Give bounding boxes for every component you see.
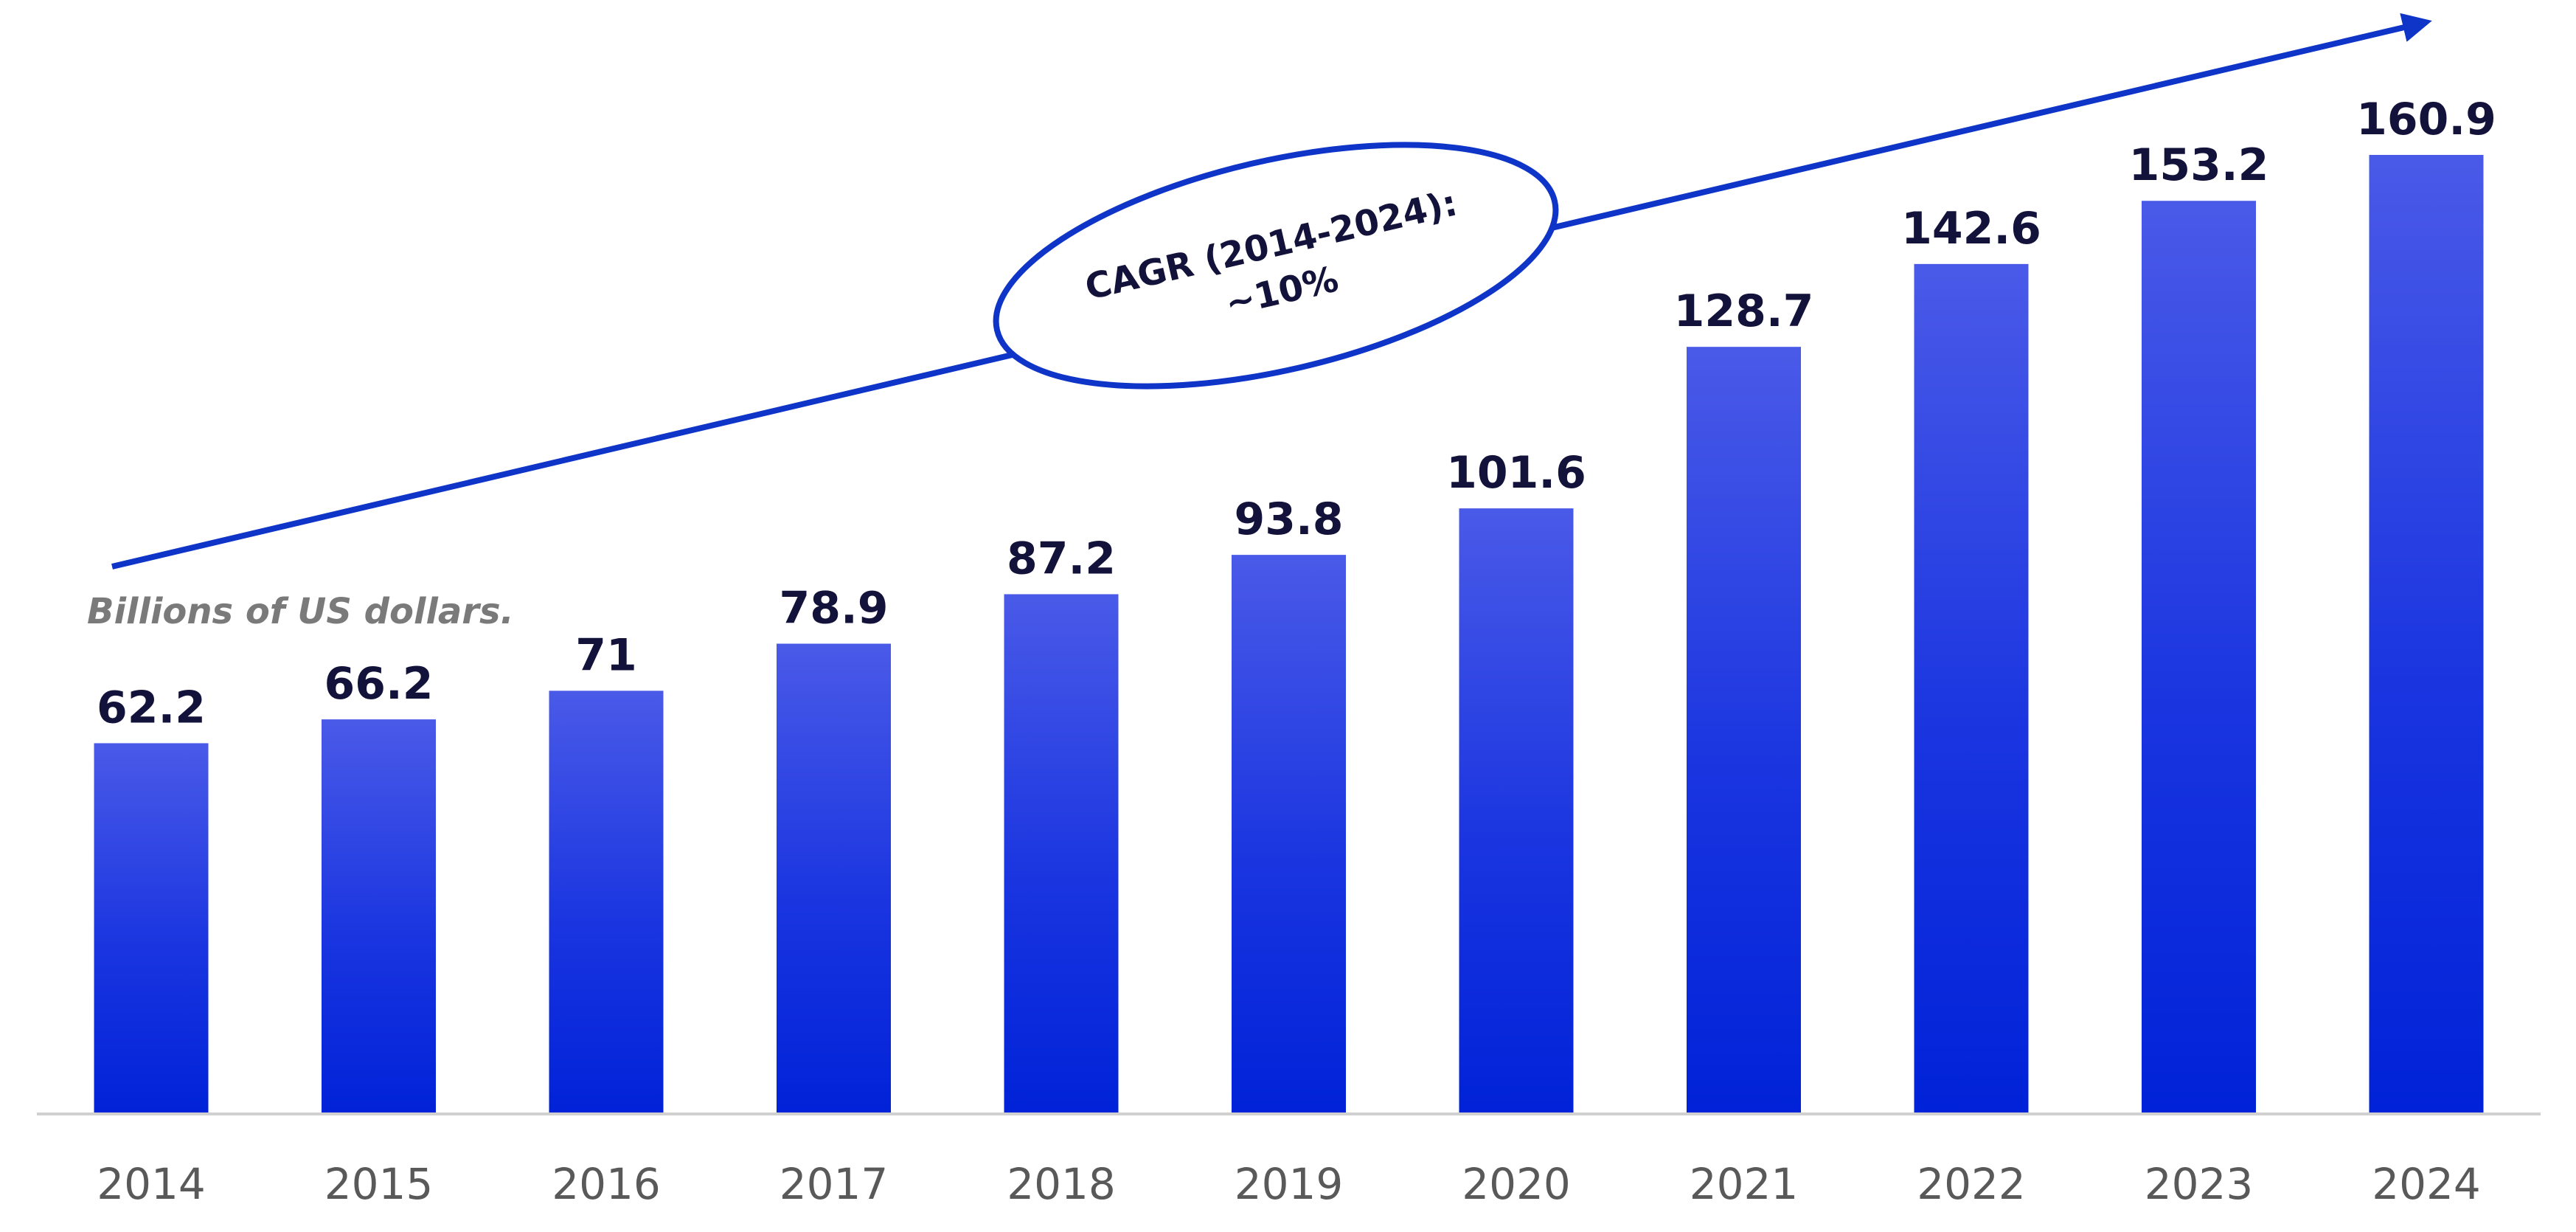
- bar-2014: [94, 743, 209, 1114]
- x-tick-2016: 2016: [552, 1159, 661, 1209]
- value-label-2016: 71: [575, 629, 637, 681]
- bars-group: [94, 155, 2484, 1115]
- bar-2018: [1004, 594, 1119, 1114]
- value-label-2017: 78.9: [779, 583, 888, 634]
- x-tick-2023: 2023: [2145, 1159, 2254, 1209]
- value-label-2019: 93.8: [1234, 494, 1343, 545]
- bar-2024: [2369, 155, 2484, 1114]
- x-tick-2024: 2024: [2372, 1159, 2481, 1209]
- bar-2016: [549, 691, 664, 1114]
- value-label-2015: 66.2: [324, 658, 433, 710]
- bar-2020: [1459, 508, 1574, 1114]
- x-tick-2014: 2014: [97, 1159, 206, 1209]
- value-label-2014: 62.2: [97, 682, 206, 733]
- value-label-2018: 87.2: [1007, 533, 1116, 584]
- bar-2015: [322, 719, 436, 1114]
- cagr-ellipse: [993, 142, 1559, 390]
- value-label-2020: 101.6: [1446, 447, 1586, 499]
- x-tick-2018: 2018: [1007, 1159, 1116, 1209]
- x-tick-2017: 2017: [780, 1159, 889, 1209]
- bar-2023: [2142, 201, 2256, 1115]
- bar-2021: [1687, 347, 1801, 1114]
- value-label-2024: 160.9: [2356, 94, 2496, 145]
- unit-label: Billions of US dollars.: [87, 591, 514, 632]
- x-tick-2019: 2019: [1235, 1159, 1344, 1209]
- value-label-2023: 153.2: [2129, 139, 2269, 191]
- bar-2022: [1914, 263, 2029, 1114]
- x-tick-2015: 2015: [324, 1159, 434, 1209]
- bar-2017: [777, 643, 891, 1114]
- x-tick-2022: 2022: [1917, 1159, 2026, 1209]
- value-label-2021: 128.7: [1674, 285, 1814, 337]
- x-tick-2020: 2020: [1462, 1159, 1571, 1209]
- value-label-2022: 142.6: [1901, 203, 2041, 255]
- bar-2019: [1232, 555, 1346, 1114]
- x-tick-2021: 2021: [1690, 1159, 1799, 1209]
- x-tick-labels-group: 2014 2015 2016 2017 2018 2019 2020 2021 2022 2023…: [97, 1159, 2481, 1209]
- value-labels-group: 62.2 66.2 71 78.9 87.2 93.8 101.6 128.7 142.6 153…: [97, 94, 2496, 733]
